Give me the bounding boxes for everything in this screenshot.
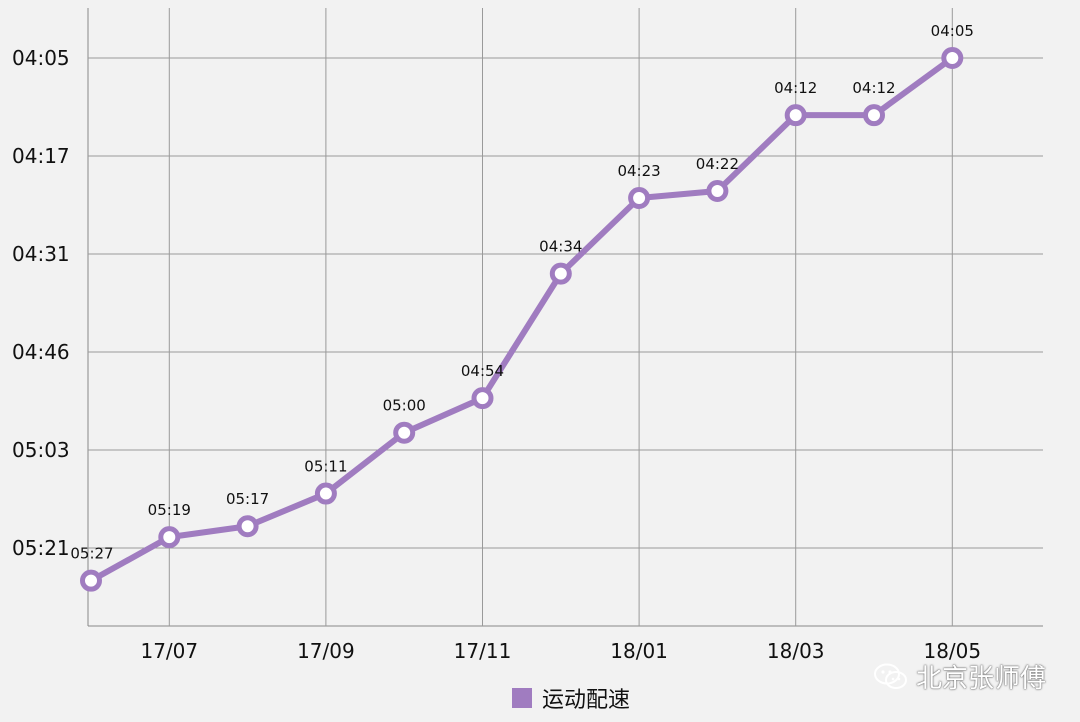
x-tick-label: 17/09 xyxy=(297,639,355,663)
data-point xyxy=(706,180,729,202)
data-label: 05:17 xyxy=(226,490,269,508)
data-label: 05:27 xyxy=(70,545,113,563)
y-tick-label: 04:05 xyxy=(12,46,70,70)
y-tick-label: 05:21 xyxy=(12,536,70,560)
y-tick-label: 04:31 xyxy=(12,242,70,266)
data-point xyxy=(471,387,494,410)
data-label: 04:54 xyxy=(461,362,504,380)
data-point xyxy=(236,515,259,538)
y-tick-label: 04:46 xyxy=(12,340,70,364)
x-tick-label: 18/05 xyxy=(923,639,981,663)
data-label: 04:22 xyxy=(696,155,739,173)
x-axis-ticks: 17/07 17/09 17/11 18/01 18/03 18/05 xyxy=(140,639,981,663)
data-point xyxy=(80,569,102,592)
x-tick-label: 17/07 xyxy=(140,639,198,663)
wechat-icon xyxy=(873,663,907,689)
data-label: 05:00 xyxy=(383,397,426,415)
series-pace xyxy=(80,47,964,592)
legend: 运动配速 xyxy=(512,682,630,714)
x-tick-label: 18/01 xyxy=(610,639,668,663)
data-point xyxy=(158,526,181,549)
data-label: 04:12 xyxy=(774,79,817,97)
data-point xyxy=(628,187,651,209)
data-point xyxy=(549,262,572,285)
data-label: 05:11 xyxy=(304,458,347,476)
data-label: 05:19 xyxy=(148,501,191,519)
data-label: 04:05 xyxy=(931,22,974,40)
x-tick-label: 17/11 xyxy=(454,639,512,663)
grid xyxy=(87,8,1043,627)
data-point xyxy=(314,482,337,505)
y-tick-label: 04:17 xyxy=(12,144,70,168)
data-point xyxy=(863,104,885,127)
series-line xyxy=(88,55,956,584)
legend-swatch xyxy=(512,688,532,708)
data-point xyxy=(393,421,416,444)
data-point xyxy=(941,47,964,69)
watermark-text: 北京张师傅 xyxy=(915,664,1046,694)
data-label: 04:23 xyxy=(617,162,660,180)
data-label: 04:12 xyxy=(852,79,895,97)
data-labels: 05:27 05:19 05:17 05:11 05:00 04:54 04:34 04:23… xyxy=(70,22,974,563)
watermark: 北京张师傅 xyxy=(873,658,1046,695)
data-point xyxy=(784,104,807,127)
y-tick-label: 05:03 xyxy=(12,438,70,462)
data-label: 04:34 xyxy=(539,238,582,256)
x-tick-label: 18/03 xyxy=(767,639,825,663)
y-axis-ticks: 04:05 04:17 04:31 04:46 05:03 05:21 xyxy=(12,46,70,560)
legend-label: 运动配速 xyxy=(542,688,631,713)
